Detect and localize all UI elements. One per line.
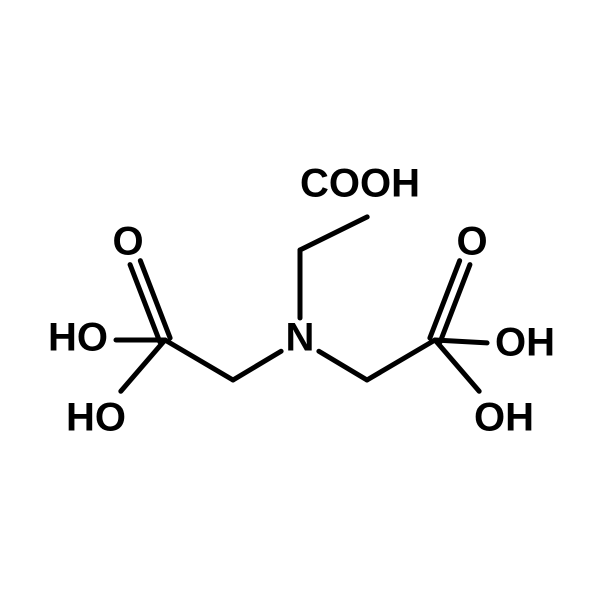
- atom-label-HO_L2: HO: [66, 396, 126, 440]
- atom-label-COOH: COOH: [300, 162, 420, 206]
- bond: [121, 340, 165, 391]
- atom-label-O_L: O: [112, 220, 143, 264]
- bond: [165, 340, 233, 380]
- bond-layer: [116, 217, 487, 391]
- atom-label-HO_L1: HO: [48, 316, 108, 360]
- bond: [319, 351, 367, 380]
- bond: [300, 217, 367, 250]
- atom-label-O_R: O: [456, 220, 487, 264]
- bond: [367, 340, 435, 380]
- atom-label-OH_R2: OH: [474, 396, 534, 440]
- bond: [435, 340, 479, 391]
- chemical-structure: N HO HO O O OH OH COOH: [0, 0, 600, 600]
- atom-label-N: N: [286, 316, 315, 360]
- bond: [435, 340, 487, 343]
- bond: [233, 351, 281, 380]
- atom-label-OH_R1: OH: [495, 321, 555, 365]
